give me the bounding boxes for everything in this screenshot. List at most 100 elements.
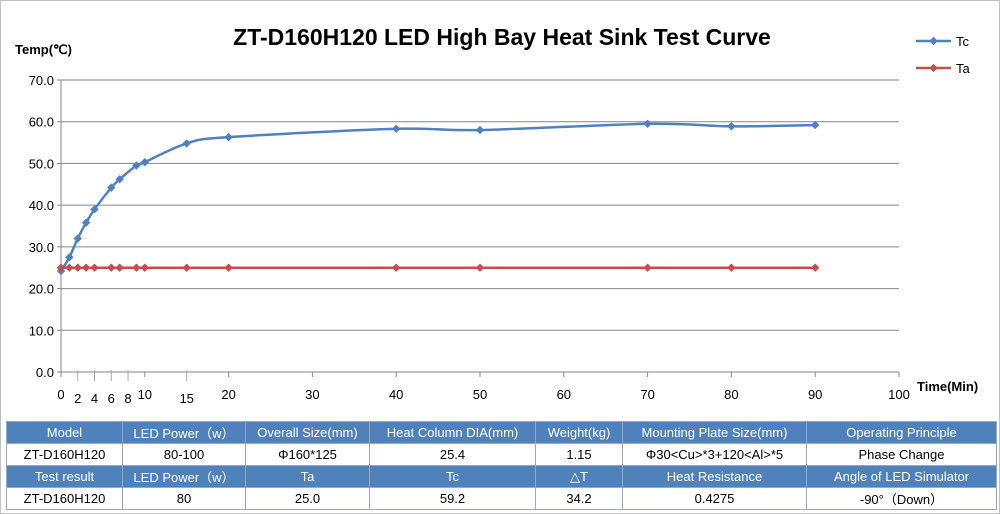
data-point-ta bbox=[224, 263, 233, 272]
x-tick-label: 20 bbox=[221, 387, 235, 402]
y-tick-label: 60.0 bbox=[29, 115, 54, 130]
data-point-ta bbox=[81, 263, 91, 272]
series-layer bbox=[56, 119, 820, 276]
legend-marker-tc bbox=[929, 36, 938, 46]
data-point-tc bbox=[90, 205, 99, 214]
data-point-tc bbox=[65, 253, 74, 262]
data-point-tc bbox=[182, 139, 191, 148]
spec-table: Model LED Power（w） Overall Size(mm) Heat Co… bbox=[6, 421, 997, 510]
table-header-row: Test result LED Power（w） Ta Tc △T Heat Resist… bbox=[6, 465, 997, 488]
data-point-tc bbox=[727, 122, 736, 131]
table-header-cell: △T bbox=[535, 465, 623, 488]
data-point-ta bbox=[811, 263, 820, 272]
table-cell: 1.15 bbox=[535, 443, 623, 466]
x-tick-label: 10 bbox=[138, 387, 152, 402]
data-point-tc bbox=[132, 161, 141, 170]
table-header-cell: Test result bbox=[6, 465, 123, 488]
table-header-cell: Model bbox=[6, 421, 123, 444]
data-point-tc bbox=[224, 132, 233, 142]
table-cell: 59.2 bbox=[369, 487, 536, 510]
table-cell: ZT-D160H120 bbox=[6, 443, 123, 466]
x-minor-tick-label: 6 bbox=[108, 391, 115, 406]
series-tc bbox=[56, 119, 820, 276]
data-point-ta bbox=[140, 263, 149, 272]
line-chart: 0.0 10.0 20.0 30.0 40.0 50.0 60.0 70.0 0 10 20 30 40… bbox=[15, 24, 978, 406]
table-cell: ZT-D160H120 bbox=[6, 487, 123, 510]
data-point-ta bbox=[90, 263, 99, 272]
table-header-row: Model LED Power（w） Overall Size(mm) Heat Co… bbox=[6, 421, 997, 444]
table-cell: 25.4 bbox=[369, 443, 536, 466]
table-row: ZT-D160H120 80-100 Φ160*125 25.4 1.15 Φ30<Cu>… bbox=[6, 443, 997, 466]
gridlines bbox=[61, 79, 899, 331]
x-minor-tick-label: 4 bbox=[91, 391, 98, 406]
table-header-cell: LED Power（w） bbox=[122, 421, 246, 444]
x-tick-label: 70 bbox=[640, 387, 654, 402]
table-row: ZT-D160H120 80 25.0 59.2 34.2 0.4275 -90°（Down… bbox=[6, 487, 997, 510]
y-tick-label: 40.0 bbox=[29, 198, 54, 213]
x-tick-label: 90 bbox=[808, 387, 822, 402]
table-cell: Phase Change bbox=[806, 443, 997, 466]
series-ta bbox=[56, 263, 820, 272]
data-point-tc bbox=[73, 234, 82, 243]
table-cell: -90°（Down） bbox=[806, 487, 997, 510]
legend-marker-ta bbox=[929, 63, 938, 73]
table-cell: 80 bbox=[122, 487, 246, 510]
axes: 0.0 10.0 20.0 30.0 40.0 50.0 60.0 70.0 0 10 20 30 40… bbox=[29, 73, 910, 406]
data-point-tc bbox=[643, 119, 652, 128]
table-cell: 34.2 bbox=[535, 487, 623, 510]
data-point-ta bbox=[65, 263, 74, 272]
data-point-tc bbox=[475, 125, 485, 135]
y-tick-label: 20.0 bbox=[29, 282, 54, 297]
x-tick-label: 100 bbox=[888, 387, 910, 402]
chart-title: ZT-D160H120 LED High Bay Heat Sink Test … bbox=[233, 24, 771, 50]
series-line-tc bbox=[59, 122, 816, 272]
table-header-cell: Heat Column DIA(mm) bbox=[369, 421, 536, 444]
data-point-ta bbox=[73, 263, 82, 272]
x-tick-label: 80 bbox=[724, 387, 738, 402]
data-point-tc bbox=[81, 218, 91, 227]
table-header-cell: Mounting Plate Size(mm) bbox=[622, 421, 807, 444]
table-header-cell: Weight(kg) bbox=[535, 421, 623, 444]
x-tick-label: 0 bbox=[57, 387, 64, 402]
data-point-tc bbox=[811, 120, 820, 130]
data-point-ta bbox=[182, 263, 191, 272]
y-tick-label: 10.0 bbox=[29, 323, 54, 338]
data-point-ta bbox=[392, 263, 401, 272]
data-point-tc bbox=[392, 124, 401, 134]
y-axis-label: Temp(℃) bbox=[15, 42, 72, 57]
data-point-ta bbox=[107, 263, 116, 272]
data-point-tc bbox=[140, 157, 149, 167]
table-header-cell: LED Power（w） bbox=[122, 465, 246, 488]
y-tick-label: 0.0 bbox=[36, 365, 54, 380]
table-cell: 80-100 bbox=[122, 443, 246, 466]
y-tick-label: 30.0 bbox=[29, 240, 54, 255]
table-cell: Φ30<Cu>*3+120<Al>*5 bbox=[622, 443, 807, 466]
data-point-tc bbox=[107, 183, 116, 192]
x-tick-label: 60 bbox=[557, 387, 571, 402]
data-point-tc bbox=[115, 175, 124, 184]
x-axis-label: Time(Min) bbox=[917, 379, 978, 394]
data-point-ta bbox=[475, 263, 485, 272]
data-point-ta bbox=[643, 263, 652, 272]
table-header-cell: Ta bbox=[245, 465, 370, 488]
table-header-cell: Angle of LED Simulator bbox=[806, 465, 997, 488]
table-header-cell: Tc bbox=[369, 465, 536, 488]
table-cell: 0.4275 bbox=[622, 487, 807, 510]
data-point-ta bbox=[132, 263, 141, 272]
table-cell: Φ160*125 bbox=[245, 443, 370, 466]
data-point-ta bbox=[56, 263, 66, 272]
y-tick-label: 50.0 bbox=[29, 156, 54, 171]
table-header-cell: Operating Principle bbox=[806, 421, 997, 444]
data-point-ta bbox=[727, 263, 736, 272]
x-minor-tick-label: 15 bbox=[179, 391, 193, 406]
y-tick-label: 70.0 bbox=[29, 73, 54, 88]
table-header-cell: Heat Resistance bbox=[622, 465, 807, 488]
data-point-ta bbox=[115, 263, 124, 272]
x-minor-tick-label: 2 bbox=[74, 391, 81, 406]
legend-label-tc: Tc bbox=[956, 34, 970, 49]
legend-label-ta: Ta bbox=[956, 61, 971, 76]
legend: Tc Ta bbox=[916, 34, 971, 76]
x-tick-label: 50 bbox=[473, 387, 487, 402]
x-tick-label: 30 bbox=[305, 387, 319, 402]
